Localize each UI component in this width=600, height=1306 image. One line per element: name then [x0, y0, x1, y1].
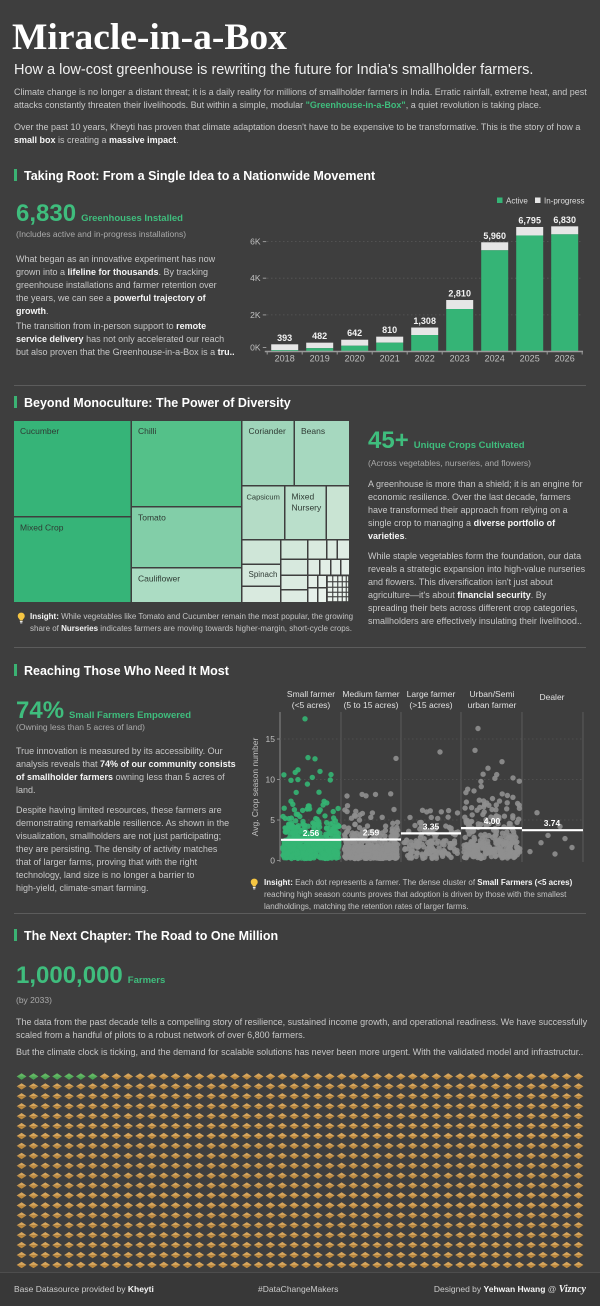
svg-text:Cucumber: Cucumber	[20, 426, 59, 436]
svg-text:810: 810	[382, 325, 397, 335]
svg-text:0K: 0K	[250, 343, 261, 353]
svg-text:Mixed Crop: Mixed Crop	[20, 523, 64, 533]
svg-text:Tomato: Tomato	[138, 513, 166, 523]
svg-text:4K: 4K	[250, 273, 261, 283]
svg-text:3.35: 3.35	[423, 821, 440, 831]
svg-text:2026: 2026	[555, 354, 575, 364]
svg-text:393: 393	[277, 333, 292, 343]
svg-text:Mixed: Mixed	[292, 492, 315, 502]
svg-text:0: 0	[270, 856, 275, 866]
svg-text:Chilli: Chilli	[138, 426, 157, 436]
svg-text:Large farmer: Large farmer	[407, 689, 456, 699]
svg-text:15: 15	[266, 734, 276, 744]
svg-text:2023: 2023	[450, 354, 470, 364]
svg-text:2021: 2021	[380, 354, 400, 364]
svg-text:Urban/Semi: Urban/Semi	[470, 689, 515, 699]
svg-text:6K: 6K	[250, 237, 261, 247]
svg-text:642: 642	[347, 328, 362, 338]
svg-text:Medium farmer: Medium farmer	[342, 689, 399, 699]
svg-text:4.00: 4.00	[484, 816, 501, 826]
svg-text:5: 5	[270, 815, 275, 825]
svg-text:Capsicum: Capsicum	[247, 493, 280, 502]
svg-text:2.56: 2.56	[303, 828, 320, 838]
svg-text:2,810: 2,810	[448, 289, 471, 299]
svg-text:Beans: Beans	[301, 426, 325, 436]
svg-text:2.59: 2.59	[363, 828, 380, 838]
svg-text:2024: 2024	[485, 354, 505, 364]
svg-text:2019: 2019	[310, 354, 330, 364]
svg-text:Small farmer: Small farmer	[287, 689, 335, 699]
svg-text:(5 to 15 acres): (5 to 15 acres)	[344, 700, 399, 710]
svg-text:2022: 2022	[415, 354, 435, 364]
svg-text:6,830: 6,830	[553, 215, 576, 225]
svg-text:Avg. Crop season number: Avg. Crop season number	[250, 738, 260, 837]
svg-text:Active: Active	[506, 197, 528, 206]
svg-text:10: 10	[266, 775, 276, 785]
svg-text:2K: 2K	[250, 310, 261, 320]
svg-text:(<5 acres): (<5 acres)	[292, 700, 331, 710]
svg-text:(>15 acres): (>15 acres)	[409, 700, 452, 710]
svg-text:5,960: 5,960	[483, 231, 506, 241]
svg-text:482: 482	[312, 331, 327, 341]
svg-text:2020: 2020	[345, 354, 365, 364]
svg-text:2025: 2025	[520, 354, 540, 364]
svg-text:2018: 2018	[275, 354, 295, 364]
svg-text:urban farmer: urban farmer	[468, 700, 517, 710]
svg-text:Cauliflower: Cauliflower	[138, 574, 180, 584]
svg-text:Dealer: Dealer	[539, 692, 564, 702]
svg-text:1,308: 1,308	[413, 316, 436, 326]
svg-text:In-progress: In-progress	[544, 197, 584, 206]
svg-text:3.74: 3.74	[544, 818, 561, 828]
svg-text:6,795: 6,795	[518, 216, 541, 226]
svg-text:Spinach: Spinach	[249, 570, 278, 579]
svg-text:Nursery: Nursery	[292, 503, 323, 513]
svg-text:Coriander: Coriander	[249, 426, 286, 436]
